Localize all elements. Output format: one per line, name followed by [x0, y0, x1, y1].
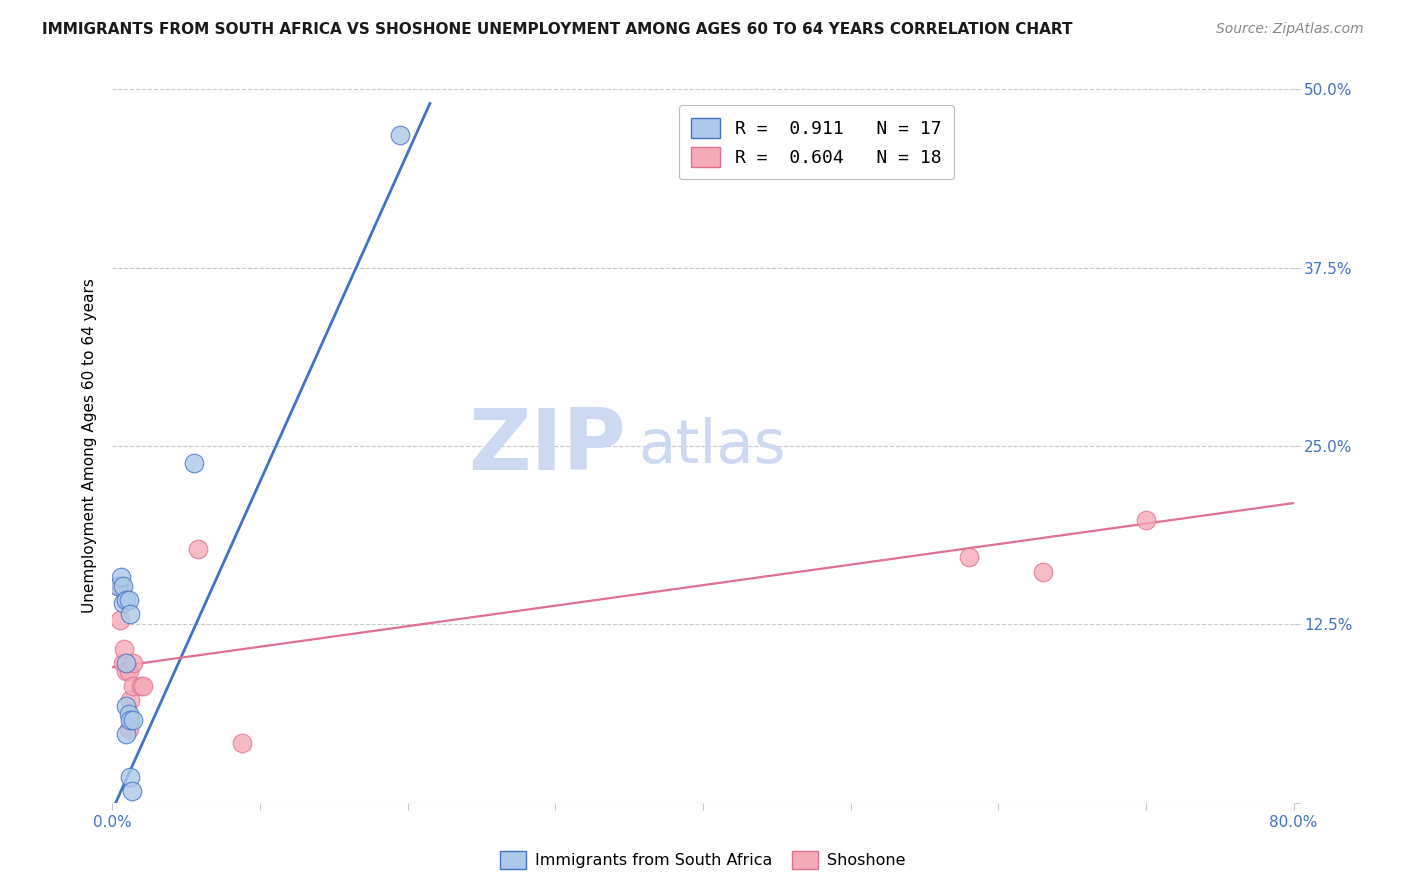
Text: Source: ZipAtlas.com: Source: ZipAtlas.com: [1216, 22, 1364, 37]
Point: [389, 128, 412, 142]
Legend: R =  0.911   N = 17, R =  0.604   N = 18: R = 0.911 N = 17, R = 0.604 N = 18: [679, 105, 953, 179]
Point: [187, 541, 209, 556]
Point: [957, 550, 980, 565]
Point: [132, 679, 155, 693]
Point: [114, 656, 136, 670]
Point: [111, 596, 134, 610]
Point: [231, 736, 253, 750]
Point: [121, 784, 143, 798]
Point: [114, 593, 136, 607]
Text: IMMIGRANTS FROM SOUTH AFRICA VS SHOSHONE UNEMPLOYMENT AMONG AGES 60 TO 64 YEARS : IMMIGRANTS FROM SOUTH AFRICA VS SHOSHONE…: [42, 22, 1073, 37]
Point: [108, 613, 131, 627]
Point: [183, 456, 205, 470]
Point: [122, 656, 145, 670]
Point: [118, 707, 141, 722]
Point: [120, 607, 142, 622]
Point: [1032, 565, 1054, 579]
Point: [120, 770, 142, 784]
Y-axis label: Unemployment Among Ages 60 to 64 years: Unemployment Among Ages 60 to 64 years: [82, 278, 97, 614]
Point: [120, 713, 142, 727]
Point: [110, 579, 132, 593]
Point: [107, 579, 129, 593]
Point: [118, 722, 141, 736]
Point: [122, 713, 145, 727]
Point: [129, 679, 152, 693]
Point: [120, 693, 142, 707]
Text: ZIP: ZIP: [468, 404, 626, 488]
Legend: Immigrants from South Africa, Shoshone: Immigrants from South Africa, Shoshone: [494, 845, 912, 875]
Point: [111, 579, 134, 593]
Point: [110, 570, 132, 584]
Point: [114, 665, 136, 679]
Point: [112, 641, 135, 656]
Point: [118, 665, 141, 679]
Text: atlas: atlas: [638, 417, 786, 475]
Point: [1135, 513, 1157, 527]
Point: [122, 679, 145, 693]
Point: [118, 593, 141, 607]
Point: [111, 656, 134, 670]
Point: [114, 727, 136, 741]
Point: [114, 698, 136, 713]
Point: [107, 579, 129, 593]
